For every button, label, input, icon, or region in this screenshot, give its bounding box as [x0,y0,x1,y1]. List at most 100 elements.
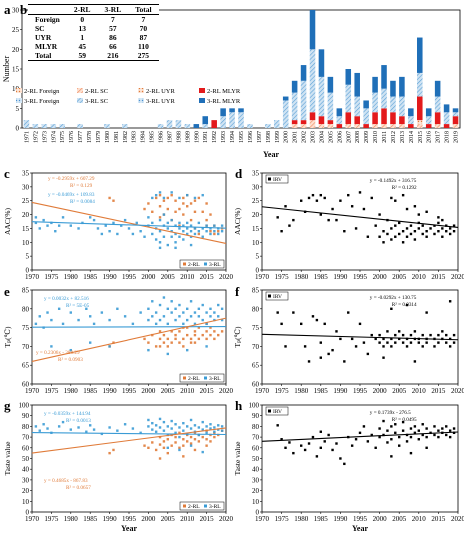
x-tick-label: 1985 [83,387,98,395]
x-tick-label: 2005 [328,131,334,143]
bar [390,112,396,125]
data-point [100,232,104,236]
x-tick-label: 1970 [255,515,270,523]
bar [452,124,459,128]
bar [202,124,209,128]
data-point [143,207,146,211]
data-point [220,307,224,310]
x-tick-label: 1990 [333,273,348,281]
data-point [34,322,38,326]
data-point [213,430,216,433]
data-point [186,425,189,428]
y-tick-label: 75 [22,324,30,332]
data-point [178,207,181,211]
bar [327,76,334,93]
x-tick-label: 1995 [122,273,137,281]
data-point [158,318,162,322]
legend-entry: 3-RL [209,504,221,510]
data-point [382,356,385,359]
data-point [182,455,185,458]
data-point [405,207,409,211]
equation-text: y = -0.0469x + 109.83 [48,192,95,198]
data-point [390,196,393,200]
data-point [69,428,72,431]
bar [354,116,360,125]
x-tick-label: 1975 [60,131,66,143]
table-row: SC 13 57 70 [28,24,159,33]
data-point [366,352,370,356]
data-point [186,232,189,236]
bar [220,108,226,117]
data-point [38,227,41,230]
data-point [50,221,53,225]
x-tick-label: 1989 [185,131,191,143]
bar [417,120,423,125]
data-point [174,318,177,322]
data-point [448,345,452,348]
data-point [112,448,115,452]
r-squared-text: R² = 0.0013 [66,418,91,424]
data-point [112,341,115,344]
x-tick-label: 2000 [373,273,388,281]
x-tick-label: 1987 [167,131,173,143]
data-point [193,311,197,314]
data-point [433,425,436,428]
data-point [166,438,169,441]
data-point [205,337,208,341]
data-point [116,232,119,236]
x-tick-label: 1995 [239,131,245,143]
legend-box [265,406,289,416]
data-point [452,230,456,233]
bar [381,108,387,125]
bar [184,124,191,128]
data-point [162,315,166,318]
data-point [89,341,92,344]
bar [399,116,405,125]
data-point [437,216,440,219]
y-tick-label: 80 [252,305,260,313]
bar [300,65,307,81]
data-point [46,427,49,430]
data-point [284,205,287,208]
bar [336,116,343,125]
data-point [174,307,177,310]
data-point [162,213,166,216]
x-tick-label: 1994 [230,131,236,143]
data-point [151,300,154,303]
x-tick-label: 1970 [25,273,40,281]
x-tick-label: 2015 [200,387,215,395]
data-point [445,425,448,428]
data-point [174,224,177,227]
legend-entry: 3-RL UYR [146,98,175,105]
legend-entry: 2-RL SC [85,88,108,95]
data-point [409,232,413,236]
bar [59,124,65,128]
data-point [174,333,177,337]
data-point [147,418,150,422]
data-point [421,433,424,437]
data-point [417,227,420,230]
x-tick-label: 2005 [392,387,407,395]
data-point [448,337,452,341]
x-tick-label: 1980 [64,387,79,395]
data-point [108,345,111,348]
data-point [323,440,326,443]
legend-swatch [268,409,271,413]
legend-entry: 2-RL UYR [146,88,175,95]
data-point [213,224,216,227]
data-point [77,426,80,429]
x-tick-label: 1992 [212,131,218,143]
data-point [34,216,38,219]
r-squared-text: R² = 0.1292 [392,185,417,191]
bar [77,124,83,128]
y-axis-label: Taste value [3,441,12,476]
x-tick-label: 2004 [319,131,325,143]
data-point [143,444,146,447]
data-point [421,423,424,426]
y-tick-label: 60 [252,444,260,452]
data-point [162,196,166,200]
panel-f: f 60 65 70 75 80 85 1970 1975 1980 1985 1990 1995 200… [233,284,464,395]
x-tick-label: 2014 [409,131,415,143]
data-point [178,426,181,429]
x-tick-label: 2005 [161,273,176,281]
